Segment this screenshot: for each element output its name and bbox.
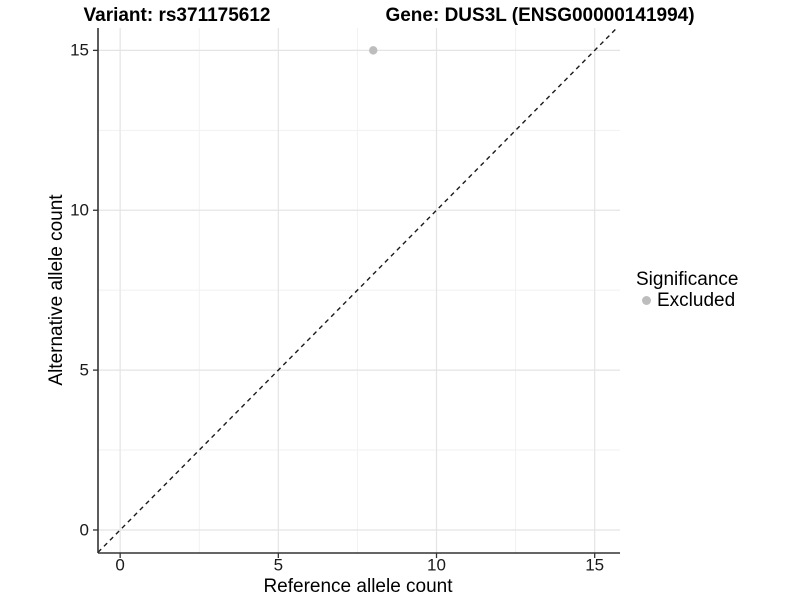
x-tick-label: 5: [273, 555, 284, 575]
y-tick-label: 5: [79, 360, 89, 380]
data-point-excluded: [369, 46, 378, 55]
y-tick-label: 0: [79, 520, 89, 540]
gene-title: Gene: DUS3L (ENSG00000141994): [385, 5, 695, 26]
x-tick-label: 15: [585, 555, 605, 575]
y-tick-label: 15: [70, 40, 89, 60]
identity-reference-line: [97, 27, 618, 553]
excluded-marker-icon: [642, 296, 651, 305]
x-tick-label: 0: [115, 555, 125, 575]
y-axis-title: Alternative allele count: [46, 194, 67, 386]
y-tick-label: 10: [70, 200, 89, 220]
legend-title: Significance: [636, 269, 739, 290]
x-tick-label: 10: [427, 555, 446, 575]
x-axis-title: Reference allele count: [263, 576, 453, 597]
legend-entry-label: Excluded: [657, 290, 736, 311]
variant-title: Variant: rs371175612: [83, 5, 271, 26]
